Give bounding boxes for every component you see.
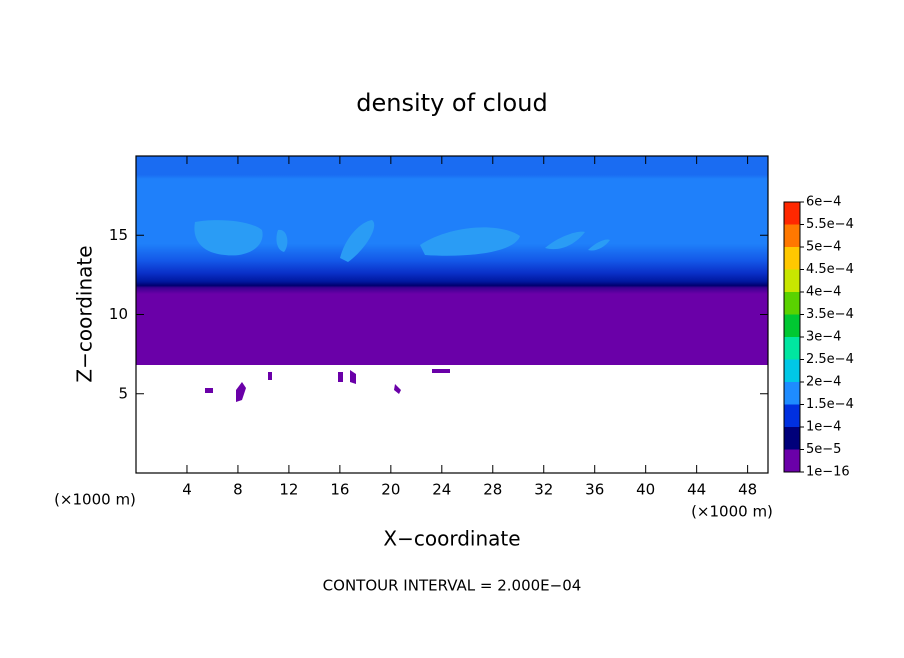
y-unit: (×1000 m) bbox=[54, 491, 136, 509]
chart-title: density of cloud bbox=[356, 89, 547, 117]
colorbar-label: 5e−4 bbox=[806, 240, 841, 255]
x-tick-label: 32 bbox=[534, 481, 553, 499]
x-tick-label: 8 bbox=[233, 481, 243, 499]
x-tick-label: 40 bbox=[636, 481, 655, 499]
colorbar-band bbox=[784, 427, 800, 450]
x-tick-label: 4 bbox=[182, 481, 192, 499]
colorbar-label: 1e−4 bbox=[806, 420, 841, 435]
colorbar-band bbox=[784, 224, 800, 247]
colorbar-band bbox=[784, 449, 800, 472]
cloud-layer bbox=[136, 156, 768, 365]
patch bbox=[340, 220, 375, 262]
colorbar-band bbox=[784, 292, 800, 315]
x-axis-label: X−coordinate bbox=[383, 527, 520, 551]
colorbar-band bbox=[784, 337, 800, 360]
y-tick-label: 5 bbox=[118, 384, 128, 402]
y-tick-label: 10 bbox=[109, 305, 128, 323]
x-tick-label: 24 bbox=[432, 481, 451, 499]
colorbar-band bbox=[784, 202, 800, 225]
contour-note: CONTOUR INTERVAL = 2.000E−04 bbox=[323, 577, 582, 595]
colorbar-label: 5e−5 bbox=[806, 442, 841, 457]
x-tick-label: 28 bbox=[483, 481, 502, 499]
x-tick-label: 44 bbox=[687, 481, 706, 499]
clear-region bbox=[136, 365, 768, 473]
patch bbox=[588, 239, 610, 251]
colorbar-band bbox=[784, 269, 800, 292]
patch bbox=[545, 231, 585, 250]
y-tick-label: 15 bbox=[109, 226, 128, 244]
x-tick-label: 48 bbox=[738, 481, 757, 499]
y-axis-label: Z−coordinate bbox=[73, 245, 97, 382]
colorbar-label: 4.5e−4 bbox=[806, 262, 854, 277]
colorbar-label: 1e−16 bbox=[806, 465, 850, 480]
colorbar-label: 6e−4 bbox=[806, 195, 841, 210]
colorbar-label: 1.5e−4 bbox=[806, 397, 854, 412]
colorbar-band bbox=[784, 314, 800, 337]
colorbar-label: 5.5e−4 bbox=[806, 217, 854, 232]
colorbar-label: 3e−4 bbox=[806, 330, 841, 345]
patch bbox=[276, 229, 288, 252]
colorbar-band bbox=[784, 247, 800, 270]
contour-field bbox=[136, 156, 768, 473]
x-tick-label: 12 bbox=[279, 481, 298, 499]
colorbar-label: 4e−4 bbox=[806, 285, 841, 300]
x-tick-label: 20 bbox=[381, 481, 400, 499]
x-tick-label: 36 bbox=[585, 481, 604, 499]
colorbar-label: 2.5e−4 bbox=[806, 352, 854, 367]
colorbar-band bbox=[784, 382, 800, 405]
colorbar-band bbox=[784, 359, 800, 382]
x-unit: (×1000 m) bbox=[691, 503, 773, 521]
colorbar-band bbox=[784, 404, 800, 427]
colorbar-label: 2e−4 bbox=[806, 375, 841, 390]
x-tick-label: 16 bbox=[330, 481, 349, 499]
colorbar-label: 3.5e−4 bbox=[806, 307, 854, 322]
patch bbox=[420, 227, 520, 256]
patch bbox=[194, 220, 263, 256]
